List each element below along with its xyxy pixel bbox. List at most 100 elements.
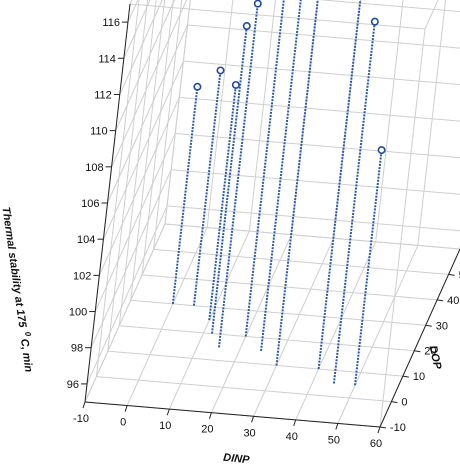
box-edge [379, 28, 426, 428]
y-axis-line [379, 248, 460, 428]
floor-grid-line [210, 234, 292, 413]
x-tick-label: 60 [370, 438, 382, 450]
data-stem [244, 0, 285, 337]
floor-grid-line [126, 227, 208, 406]
y-tick-label: 10 [413, 371, 425, 383]
z-tick-label: 104 [77, 234, 95, 246]
y-tick-label: 20 [424, 346, 436, 358]
x-tick-label: 30 [243, 427, 255, 439]
back-wall-grid-line [290, 0, 319, 235]
z-axis-label-end: C, min [18, 338, 35, 373]
floor-grid-line [153, 248, 449, 275]
x-tick [166, 408, 170, 416]
z-axis-label-superscript: 0 [23, 331, 33, 337]
x-tick [377, 426, 381, 434]
floor-grid-line [142, 274, 438, 301]
stems [171, 0, 383, 386]
left-wall-grid-line [94, 133, 176, 312]
y-tick [391, 401, 398, 404]
floor-grid-line [107, 350, 403, 377]
data-stem [208, 84, 237, 321]
back-wall-grid-line [187, 24, 460, 49]
data-point [370, 17, 379, 26]
back-wall-grid-line [167, 205, 460, 232]
y-tick [402, 375, 409, 378]
x-tick-label: 20 [201, 424, 213, 436]
left-wall-grid-line [90, 169, 172, 348]
x-tick-label: -10 [73, 413, 89, 425]
y-tick [448, 273, 455, 276]
points [193, 0, 386, 155]
z-tick-label: 100 [69, 307, 87, 319]
left-wall-grid-line [123, 0, 151, 59]
y-tick [425, 324, 432, 327]
back-wall-grid-line [333, 0, 362, 239]
left-wall-grid-line [111, 0, 188, 168]
x-axis-label: DINP [223, 452, 251, 467]
x-tick [124, 405, 128, 412]
tick-labels: -100102030405060-10010203040506096981001… [67, 17, 460, 450]
x-tick [208, 412, 212, 419]
x-tick [335, 423, 339, 430]
left-wall-grid-line [115, 0, 175, 131]
x-tick-label: 10 [159, 420, 171, 432]
axes [81, 3, 460, 434]
data-stem [211, 25, 248, 334]
left-wall-grid-line [129, 0, 133, 5]
floor-grid-line [337, 245, 419, 424]
data-stem [192, 70, 222, 306]
y-tick [379, 426, 387, 429]
left-wall-grid-line [107, 24, 188, 204]
data-stem [275, 0, 319, 366]
floor-grid-line [96, 376, 392, 403]
data-stem [217, 3, 259, 348]
data-stem [354, 149, 383, 386]
z-axis-label-main: Thermal stability at 175 [0, 206, 28, 329]
data-point [216, 66, 225, 75]
floor-grid-line [130, 299, 426, 326]
floor-grid-line [253, 238, 335, 417]
left-wall-grid-line [102, 60, 184, 240]
left-wall-grid-line [98, 97, 180, 276]
back-wall-grid-line [375, 0, 404, 242]
z-tick-label: 102 [73, 270, 91, 282]
z-tick-label: 110 [90, 126, 108, 138]
z-tick-label: 116 [102, 17, 120, 29]
y-tick [437, 299, 444, 302]
floor-grid-line [295, 241, 377, 421]
z-axis-label: Thermal stability at 175 0C, min [0, 206, 38, 373]
back-wall-grid-line [175, 133, 460, 159]
data-stem [260, 0, 302, 352]
data-point [193, 82, 202, 91]
y-tick-label: -10 [390, 422, 406, 434]
y-tick-label: 50 [459, 269, 460, 281]
left-wall-grid-line [119, 0, 163, 95]
data-point [377, 146, 386, 155]
z-tick-label: 112 [94, 89, 112, 101]
grid [84, 0, 460, 428]
y-axis-label: DOP [427, 344, 444, 370]
x-tick-label: 40 [286, 431, 298, 443]
x-tick-label: 0 [120, 417, 126, 429]
data-point [242, 22, 251, 31]
left-wall-grid-line [130, 0, 166, 301]
data-point [253, 0, 262, 8]
left-wall-grid-line [127, 0, 139, 23]
y-tick-label: 0 [401, 397, 407, 409]
z-tick-label: 96 [67, 379, 79, 391]
x-tick-label: 50 [328, 434, 340, 446]
back-wall-grid-line [164, 223, 460, 250]
back-wall-grid-line [317, 0, 460, 13]
data-stem [317, 0, 362, 370]
data-stem [171, 86, 199, 304]
floor-grid-line [119, 325, 415, 352]
x-tick [293, 419, 297, 427]
box-edge [129, 3, 426, 30]
back-wall-grid-line [171, 169, 460, 195]
x-axis-line [84, 401, 381, 428]
z-tick-label: 98 [71, 343, 83, 355]
x-tick [251, 416, 255, 423]
x-tick [82, 401, 86, 409]
back-wall-grid-line [179, 96, 460, 122]
